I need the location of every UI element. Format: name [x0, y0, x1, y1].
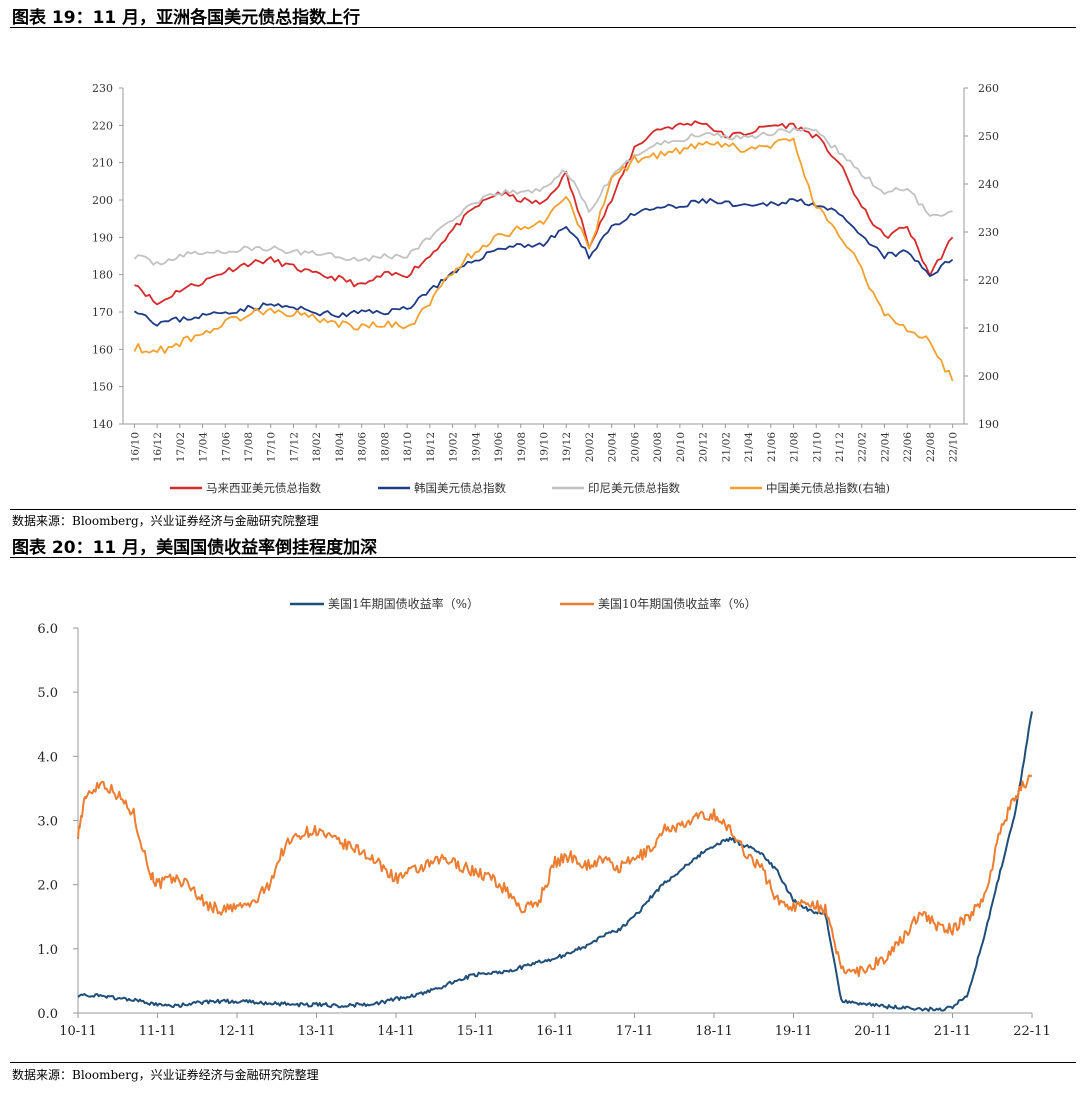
chart1-x-tick-label: 20/08	[652, 432, 664, 462]
chart1-left-tick-label: 180	[92, 269, 113, 282]
chart1-x-tick-label: 19/10	[539, 432, 551, 462]
figure19-top-rule	[10, 27, 1076, 28]
chart2-x-tick-label: 11-11	[139, 1024, 176, 1039]
chart1-x-tick-label: 18/12	[425, 432, 437, 462]
chart1-series-line	[133, 127, 953, 266]
chart2-y-tick-label: 2.0	[37, 879, 58, 894]
chart1-x-tick-label: 22/04	[879, 432, 891, 463]
chart1-x-tick-label: 19/04	[470, 432, 482, 463]
chart1-legend-label: 韩国美元债总指数	[414, 481, 506, 495]
chart1-x-tick-label: 22/08	[925, 432, 937, 462]
chart1-x-tick-label: 21/04	[743, 432, 755, 463]
chart1-x-tick-label: 22/10	[948, 432, 960, 462]
figure20-top-rule	[10, 557, 1076, 558]
chart2-x-tick-label: 19-11	[775, 1024, 812, 1039]
chart1-x-tick-label: 22/06	[902, 432, 914, 463]
chart2-y-tick-label: 1.0	[37, 943, 58, 958]
chart1-x-tick-label: 17/08	[243, 432, 255, 462]
chart1-series-line	[133, 198, 954, 327]
chart1-x-tick-label: 22/02	[857, 432, 869, 462]
chart1-x-tick-label: 16/10	[129, 432, 141, 462]
chart2-x-tick-label: 14-11	[377, 1024, 414, 1039]
figure19-bottom-rule	[10, 509, 1076, 510]
chart1-x-tick-label: 21/02	[720, 432, 732, 462]
chart1-right-tick-label: 260	[978, 82, 999, 95]
chart1-x-tick-label: 21/12	[834, 432, 846, 462]
chart1-left-tick-label: 190	[92, 231, 113, 244]
chart1-legend-label: 中国美元债总指数(右轴)	[766, 481, 890, 495]
figure20-title: 图表 20：11 月，美国国债收益率倒挂程度加深	[12, 538, 378, 558]
chart2-y-tick-label: 6.0	[37, 622, 58, 637]
chart2-x-tick-label: 13-11	[298, 1024, 335, 1039]
chart2-x-tick-label: 22-11	[1013, 1024, 1050, 1039]
chart2-y-tick-label: 5.0	[37, 686, 58, 701]
chart1-x-tick-label: 18/06	[357, 432, 369, 463]
chart1-x-tick-label: 18/04	[334, 432, 346, 463]
chart2-y-tick-label: 3.0	[37, 815, 58, 830]
chart1-series-line	[134, 120, 954, 306]
chart1-series-line	[133, 137, 954, 382]
chart1-x-tick-label: 17/12	[288, 432, 300, 462]
chart2-x-tick-label: 10-11	[59, 1024, 96, 1039]
chart1-x-tick-label: 17/10	[266, 432, 278, 462]
chart1-x-tick-label: 20/02	[584, 432, 596, 462]
chart1-x-tick-label: 18/02	[311, 432, 323, 462]
chart1-legend-label: 马来西亚美元债总指数	[206, 481, 321, 495]
chart2-series-line	[77, 774, 1033, 978]
chart1-x-tick-label: 21/10	[811, 432, 823, 462]
chart1-right-tick-label: 230	[978, 226, 999, 239]
chart1-right-tick-label: 200	[978, 370, 999, 383]
chart2-svg: 0.0 1.0 2.0 3.0 4.0 5.0 6.0 10-11 11-11 12-11 13-1…	[37, 596, 1050, 1039]
chart1-left-tick-label: 220	[92, 119, 113, 132]
chart1-left-tick-label: 210	[92, 157, 113, 170]
chart1-x-tick-label: 20/06	[629, 432, 641, 463]
chart1-legend-label: 印尼美元债总指数	[588, 481, 680, 495]
chart1-x-tick-label: 17/04	[198, 432, 210, 463]
chart1-left-tick-label: 230	[92, 82, 113, 95]
chart2-y-tick-label: 0.0	[37, 1007, 58, 1022]
chart2-legend-label: 美国1年期国债收益率（%）	[328, 596, 479, 611]
chart1-x-tick-label: 20/10	[675, 432, 687, 462]
chart1-right-tick-label: 190	[978, 418, 999, 431]
chart1-x-tick-label: 16/12	[152, 432, 164, 462]
chart1-x-tick-label: 17/06	[220, 432, 232, 463]
chart1-x-tick-label: 20/04	[607, 432, 619, 463]
chart2-x-tick-label: 12-11	[218, 1024, 255, 1039]
chart1-right-tick-label: 240	[978, 178, 999, 191]
figure20-source: 数据来源：Bloomberg，兴业证券经济与金融研究院整理	[12, 1068, 319, 1082]
chart1-x-tick-label: 18/10	[402, 432, 414, 462]
chart1-right-tick-label: 210	[978, 322, 999, 335]
chart2-x-tick-label: 20-11	[854, 1024, 891, 1039]
chart1-left-tick-label: 150	[92, 381, 113, 394]
chart2-x-tick-label: 15-11	[457, 1024, 494, 1039]
chart1-x-tick-label: 19/08	[516, 432, 528, 462]
chart1-left-tick-label: 200	[92, 194, 113, 207]
chart1-x-tick-label: 21/06	[766, 432, 778, 463]
chart1-x-tick-label: 19/06	[493, 432, 505, 463]
chart1-svg: 140 150 160 170 180 190 200 210 220 230 190 200 210 2…	[92, 82, 999, 495]
chart2-x-tick-label: 18-11	[695, 1024, 732, 1039]
chart1-x-tick-label: 18/08	[379, 432, 391, 462]
figure20-bottom-rule	[10, 1062, 1076, 1063]
chart1-x-tick-label: 19/12	[561, 432, 573, 462]
chart1-right-tick-label: 250	[978, 130, 999, 143]
chart1-left-tick-label: 140	[92, 418, 113, 431]
chart1-x-tick-label: 17/02	[175, 432, 187, 462]
chart1-left-tick-label: 170	[92, 306, 113, 319]
chart1-left-tick-label: 160	[92, 343, 113, 356]
figure19-source: 数据来源：Bloomberg，兴业证券经济与金融研究院整理	[12, 514, 319, 528]
chart2-y-tick-label: 4.0	[37, 750, 58, 765]
chart1-x-tick-label: 20/12	[698, 432, 710, 462]
chart2-x-tick-label: 21-11	[934, 1024, 971, 1039]
chart1-x-tick-label: 21/08	[789, 432, 801, 462]
chart1-x-tick-label: 19/02	[448, 432, 460, 462]
chart1-right-tick-label: 220	[978, 274, 999, 287]
chart2-legend-label: 美国10年期国债收益率（%）	[598, 596, 757, 611]
chart2-x-tick-label: 16-11	[536, 1024, 573, 1039]
figure19-title: 图表 19：11 月，亚洲各国美元债总指数上行	[12, 8, 361, 28]
chart2-series-line	[77, 711, 1033, 1012]
chart2-x-tick-label: 17-11	[616, 1024, 653, 1039]
